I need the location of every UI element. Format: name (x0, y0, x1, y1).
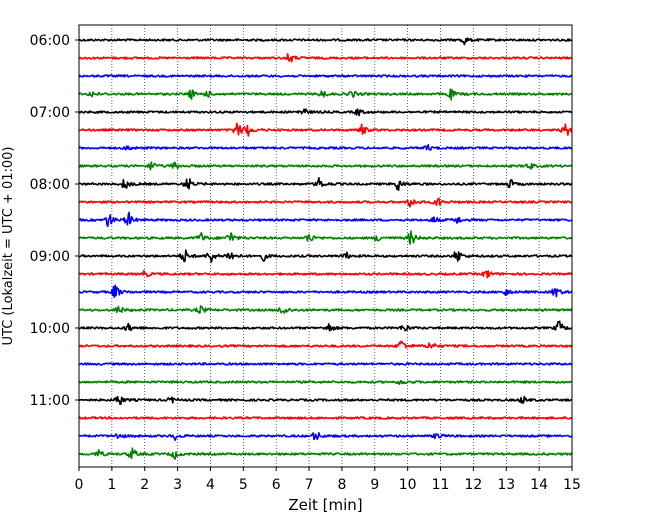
y-axis: 06:00 07:00 08:00 09:00 10:00 11:00 (30, 33, 79, 409)
trace-line (78, 362, 573, 366)
trace-line (78, 88, 573, 101)
trace-line (78, 432, 573, 442)
x-tick-label: 14 (530, 477, 548, 493)
x-tick-label: 15 (563, 477, 581, 493)
trace-line (78, 305, 573, 315)
trace-line (78, 416, 573, 420)
trace-line (78, 395, 573, 406)
trace-line (78, 447, 573, 460)
trace-line (78, 230, 573, 245)
trace-line (78, 37, 573, 46)
trace-line (78, 53, 573, 63)
y-axis-label: UTC (Lokalzeit = UTC + 01:00) (1, 147, 16, 346)
trace-line (78, 74, 573, 78)
trace-line (78, 249, 573, 263)
x-tick-label: 9 (370, 477, 379, 493)
trace-line (78, 122, 573, 137)
trace-line (78, 269, 573, 279)
x-tick-label: 8 (337, 477, 346, 493)
y-tick-label: 07:00 (30, 105, 70, 121)
trace-line (78, 161, 573, 171)
y-tick-label: 08:00 (30, 177, 70, 193)
x-tick-label: 13 (497, 477, 515, 493)
x-tick-label: 7 (305, 477, 314, 493)
y-tick-label: 11:00 (30, 393, 70, 409)
trace-line (78, 380, 573, 385)
trace-line (78, 143, 573, 151)
x-tick-label: 0 (75, 477, 84, 493)
trace-line (78, 176, 573, 191)
x-tick-label: 10 (399, 477, 417, 493)
trace-line (78, 211, 573, 228)
trace-group (78, 37, 573, 460)
trace-line (78, 320, 573, 332)
x-tick-label: 3 (173, 477, 182, 493)
trace-line (78, 340, 573, 349)
x-tick-label: 1 (107, 477, 116, 493)
x-tick-label: 2 (140, 477, 149, 493)
x-tick-label: 11 (432, 477, 450, 493)
x-axis-label: Zeit [min] (288, 496, 362, 514)
x-axis: 0 1 2 3 4 5 6 7 8 9 10 11 12 13 14 15 (75, 467, 581, 493)
trace-line (78, 108, 573, 117)
trace-line (78, 197, 573, 208)
y-tick-label: 09:00 (30, 249, 70, 265)
trace-line (78, 284, 573, 299)
x-tick-label: 12 (464, 477, 482, 493)
plot-frame (78, 24, 573, 468)
y-tick-label: 10:00 (30, 321, 70, 337)
x-tick-label: 4 (206, 477, 215, 493)
x-tick-label: 5 (239, 477, 248, 493)
y-tick-label: 06:00 (30, 33, 70, 49)
x-tick-label: 6 (272, 477, 281, 493)
